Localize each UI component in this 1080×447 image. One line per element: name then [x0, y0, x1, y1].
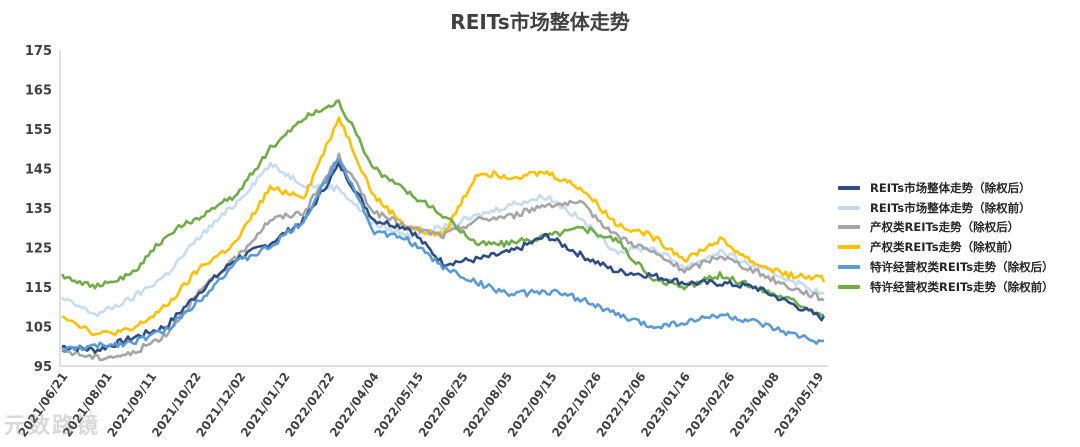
- series-line-3: [60, 152, 825, 362]
- y-tick-label: 145: [25, 163, 52, 178]
- series-line-2: [61, 161, 825, 318]
- legend-label: REITs市场整体走势（除权前）: [870, 200, 1031, 215]
- legend-label: REITs市场整体走势（除权后）: [870, 180, 1031, 195]
- legend-label: 产权类REITs走势（除权前）: [870, 240, 1020, 255]
- legend-swatch: [838, 185, 860, 190]
- chart-legend: REITs市场整体走势（除权后） REITs市场整体走势（除权前） 产权类REITs…: [838, 178, 1054, 297]
- legend-swatch: [838, 225, 860, 230]
- legend-swatch: [838, 284, 860, 289]
- y-tick-label: 135: [25, 202, 52, 217]
- legend-item: 产权类REITs走势（除权前）: [838, 237, 1054, 257]
- legend-label: 特许经营权类REITs走势（除权后）: [870, 260, 1054, 275]
- legend-item: REITs市场整体走势（除权前）: [838, 198, 1054, 218]
- y-tick-label: 165: [25, 84, 52, 99]
- legend-item: REITs市场整体走势（除权后）: [838, 178, 1054, 198]
- watermark-logo: 元数路镜: [4, 414, 101, 439]
- y-tick-label: 115: [25, 281, 52, 296]
- y-tick-label: 105: [25, 321, 52, 336]
- y-tick-label: 95: [34, 360, 52, 375]
- series-line-6: [60, 99, 825, 317]
- series-line-5: [61, 158, 825, 354]
- legend-swatch: [838, 205, 860, 210]
- legend-item: 产权类REITs走势（除权后）: [838, 218, 1054, 238]
- legend-label: 产权类REITs走势（除权后）: [870, 220, 1020, 235]
- legend-swatch: [838, 265, 860, 270]
- y-tick-label: 125: [25, 242, 52, 257]
- y-tick-label: 175: [25, 44, 52, 59]
- chart-title: REITs市场整体走势: [450, 10, 630, 34]
- legend-label: 特许经营权类REITs走势（除权前）: [870, 279, 1054, 294]
- legend-item: 特许经营权类REITs走势（除权前）: [838, 277, 1054, 297]
- legend-swatch: [838, 245, 860, 250]
- series-line-1: [61, 161, 826, 355]
- y-tick-label: 155: [25, 123, 52, 138]
- legend-item: 特许经营权类REITs走势（除权后）: [838, 257, 1054, 277]
